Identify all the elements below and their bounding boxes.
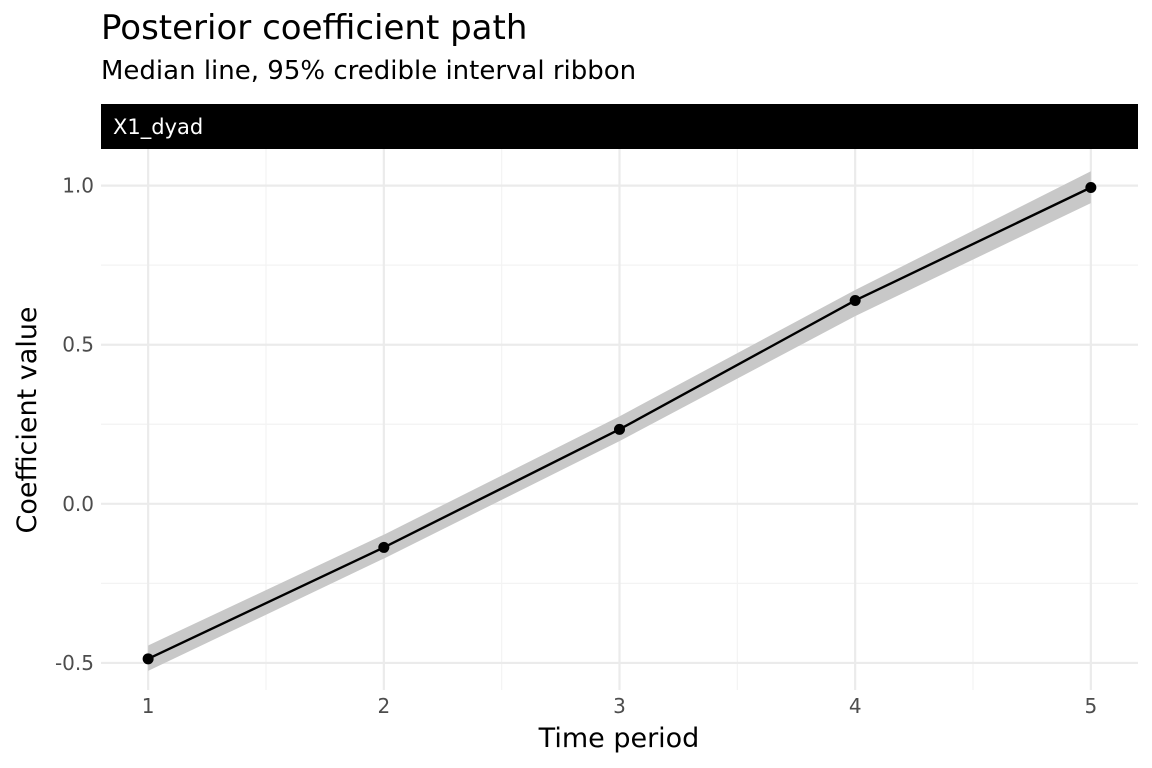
y-tick-label: 0.0 — [62, 492, 94, 516]
major-gridlines — [101, 149, 1138, 690]
y-axis-title: Coefficient value — [12, 306, 43, 533]
x-axis-ticks: 1 2 3 4 5 — [142, 694, 1097, 718]
x-tick-label: 4 — [849, 694, 862, 718]
y-tick-label: -0.5 — [55, 651, 94, 675]
facet-strip — [101, 104, 1138, 149]
median-point — [142, 653, 154, 665]
y-tick-label: 0.5 — [62, 333, 94, 357]
x-tick-label: 2 — [377, 694, 390, 718]
median-point — [1085, 182, 1097, 194]
x-axis-title: Time period — [538, 723, 700, 754]
x-tick-label: 5 — [1084, 694, 1097, 718]
x-tick-label: 3 — [613, 694, 626, 718]
median-point — [378, 541, 390, 553]
median-point — [849, 294, 861, 306]
facet-strip-label: X1_dyad — [113, 115, 203, 140]
chart-subtitle: Median line, 95% credible interval ribbo… — [101, 56, 637, 86]
y-tick-label: 1.0 — [62, 174, 94, 198]
y-axis-ticks: -0.5 0.0 0.5 1.0 — [55, 174, 94, 675]
x-tick-label: 1 — [142, 694, 155, 718]
chart-title: Posterior coefficient path — [101, 8, 528, 48]
median-point — [614, 423, 625, 435]
median-points — [142, 182, 1097, 665]
